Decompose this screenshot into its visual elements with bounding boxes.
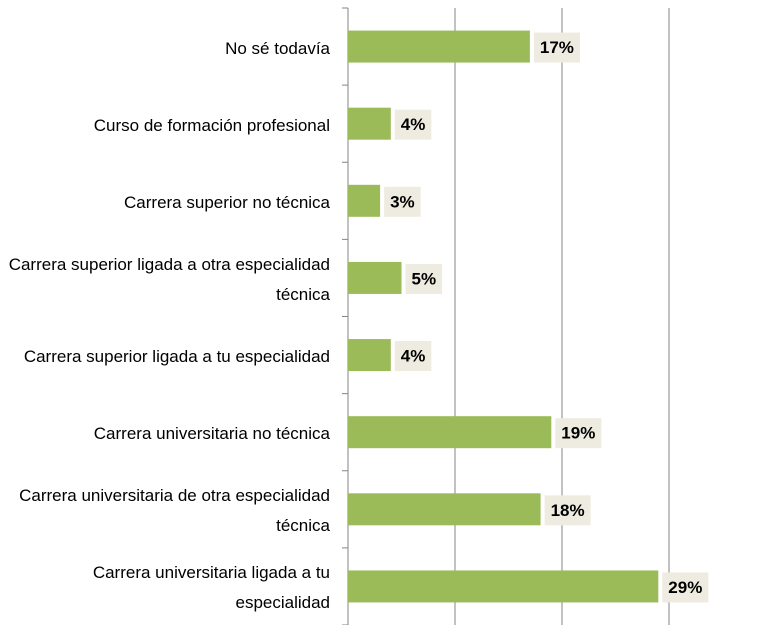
bar [348, 30, 530, 63]
value-label: 3% [390, 192, 415, 211]
category-label: No sé todavía [225, 38, 330, 58]
bar [348, 493, 541, 526]
category-label: Carrera universitaria ligada a tu especi… [92, 563, 330, 613]
value-label: 29% [668, 578, 702, 597]
value-label-bg [555, 418, 602, 449]
value-label-bg [384, 186, 421, 217]
bar [348, 184, 381, 217]
category-label: Carrera universitaria no técnica [93, 424, 330, 444]
value-label: 5% [412, 269, 437, 288]
bar [348, 416, 552, 449]
bar [348, 261, 402, 294]
bar [348, 570, 659, 603]
value-label: 4% [401, 347, 426, 366]
value-label: 17% [540, 38, 574, 57]
bar [348, 107, 391, 140]
category-label: Curso de formación profesional [93, 115, 330, 135]
value-label-bg [394, 341, 432, 372]
value-label: 18% [551, 501, 585, 520]
value-label-bg [662, 572, 709, 603]
value-label-bg [394, 109, 432, 140]
category-label: Carrera superior ligada a otra especiali… [8, 254, 330, 304]
category-label: Carrera superior ligada a tu especialida… [23, 347, 330, 367]
value-label-bg [533, 32, 580, 63]
value-label-bg [405, 263, 443, 294]
bar [348, 339, 391, 372]
category-label: Carrera superior no técnica [124, 192, 330, 212]
value-label: 4% [401, 115, 426, 134]
value-label-bg [544, 495, 591, 526]
category-label: Carrera universitaria de otra especialid… [19, 486, 330, 536]
value-label: 19% [561, 424, 595, 443]
